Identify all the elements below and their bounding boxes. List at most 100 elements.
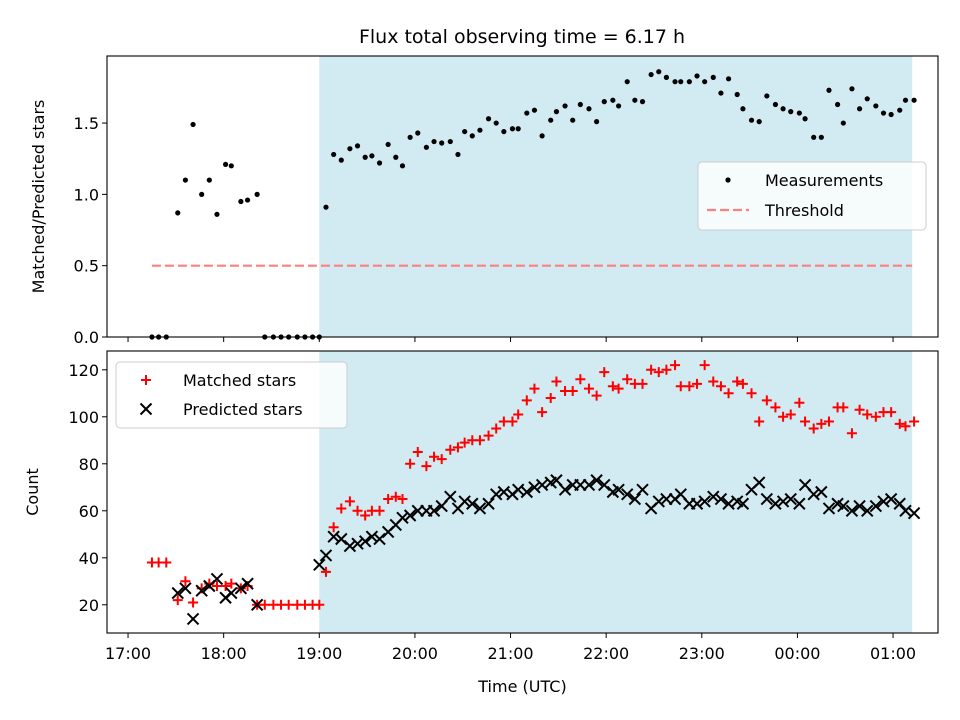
measurement-point	[562, 103, 568, 109]
measurement-point	[199, 191, 205, 197]
matched-star-point	[715, 381, 726, 392]
matched-star-point	[172, 595, 183, 606]
measurement-point	[897, 107, 903, 113]
measurement-point	[616, 103, 622, 109]
predicted-star-point	[760, 492, 774, 506]
measurement-point	[864, 96, 870, 102]
measurement-point	[493, 120, 499, 126]
legend-matched-marker	[141, 375, 151, 385]
measurement-point	[548, 117, 554, 123]
measurement-point	[485, 116, 492, 122]
measurement-point	[849, 86, 855, 92]
matched-star-point	[808, 423, 819, 434]
predicted-star-point	[845, 504, 859, 518]
matched-star-point	[816, 418, 827, 429]
predicted-star-point	[714, 492, 728, 506]
measurement-point	[399, 163, 406, 169]
x-axis-label: Time (UTC)	[477, 677, 566, 696]
legend-label: Matched stars	[183, 371, 296, 390]
predicted-star-point	[179, 582, 192, 595]
measurement-point	[238, 198, 244, 205]
predicted-star-point	[907, 506, 921, 520]
predicted-star-point	[698, 495, 711, 508]
predicted-star-point	[373, 532, 386, 546]
measurement-point	[347, 146, 353, 152]
matched-star-point	[708, 376, 719, 387]
measurement-point	[888, 111, 894, 118]
predicted-star-point	[343, 539, 357, 553]
measurement-point	[539, 133, 545, 139]
matched-star-point	[823, 416, 834, 427]
matched-star-point	[838, 402, 849, 413]
matched-star-point	[352, 505, 363, 516]
predicted-star-point	[186, 612, 200, 626]
matched-star-point	[436, 454, 447, 465]
y-axis-label: Count	[23, 468, 42, 516]
matched-star-point	[591, 390, 602, 401]
matched-star-point	[513, 409, 524, 420]
matched-star-point	[328, 522, 339, 533]
measurement-point	[577, 101, 583, 108]
matched-star-point	[498, 416, 509, 427]
matched-star-point	[846, 428, 857, 439]
measurement-point	[244, 197, 251, 203]
matched-star-point	[870, 411, 881, 422]
matched-star-point	[699, 360, 710, 371]
matched-star-point	[723, 388, 734, 399]
matched-star-point	[746, 388, 757, 399]
matched-star-point	[900, 421, 911, 432]
measurement-point	[740, 106, 746, 112]
measurement-point	[376, 160, 383, 166]
predicted-star-point	[466, 497, 479, 510]
predicted-star-point	[612, 483, 625, 496]
measurement-point	[788, 109, 794, 115]
x-tick-label: 17:00	[105, 644, 151, 663]
matched-star-point	[670, 360, 681, 371]
legend: Matched stars Predicted stars	[115, 361, 348, 429]
matched-star-point	[737, 378, 748, 389]
matched-star-point	[529, 383, 540, 394]
y-tick-label: 0.0	[74, 328, 99, 347]
y-tick-label: 100	[68, 408, 99, 427]
matched-star-point	[653, 367, 664, 378]
measurement-point	[764, 93, 770, 99]
measurement-point	[756, 119, 762, 125]
legend-box	[115, 361, 348, 429]
measurement-point	[710, 74, 716, 80]
predicted-star-point	[776, 495, 790, 508]
measurement-point	[477, 127, 483, 133]
measurement-point	[639, 99, 646, 105]
matched-star-point	[259, 599, 270, 610]
measurement-point	[354, 143, 361, 149]
predicted-star-point	[815, 485, 828, 499]
matched-star-point	[785, 409, 796, 420]
measurement-point	[610, 97, 616, 103]
matched-star-point	[483, 430, 494, 441]
matched-star-point	[459, 437, 470, 448]
matched-star-point	[794, 397, 805, 408]
matched-star-point	[320, 566, 331, 577]
measurement-point	[702, 79, 708, 85]
matched-star-point	[862, 409, 873, 420]
matched-star-point	[314, 599, 325, 610]
measurement-point	[455, 151, 461, 158]
legend: Measurements Threshold	[697, 161, 927, 231]
matched-star-point	[390, 491, 401, 502]
x-tick-label: 00:00	[774, 644, 820, 663]
measurement-point	[873, 103, 879, 109]
predicted-star-point	[473, 502, 487, 515]
y-tick-label: 1.5	[74, 114, 99, 133]
top-panel: 0.0 0.5 1.0 1.5 Matched/Predicted stars Measu…	[29, 55, 939, 347]
x-tick-label: 18:00	[201, 644, 247, 663]
measurement-point	[447, 138, 453, 145]
measurement-point	[431, 138, 437, 145]
measurement-point	[718, 90, 724, 96]
measurement-point	[594, 119, 600, 125]
measurement-point	[911, 97, 917, 103]
measurement-point	[393, 154, 399, 160]
predicted-star-point	[458, 495, 471, 508]
measurement-point	[469, 133, 475, 139]
measurement-point	[222, 161, 229, 168]
measurement-point	[254, 191, 260, 197]
predicted-star-point	[784, 492, 797, 506]
